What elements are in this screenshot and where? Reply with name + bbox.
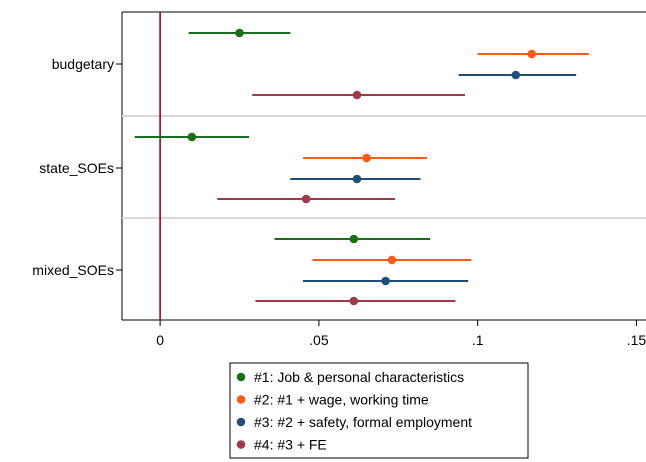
legend-box <box>229 362 529 459</box>
y-tick-label-budgetary: budgetary <box>52 56 114 72</box>
legend-label-4: #4: #3 + FE <box>254 437 327 453</box>
x-tick-label-2: .1 <box>472 332 484 348</box>
x-tick-label-1: .05 <box>309 332 329 348</box>
plot-area: budgetary state_SOEs mixed_SOEs 0 .05 .1 .15 <box>32 11 646 348</box>
estimate-point-s2-state_SOEs <box>362 153 371 163</box>
x-tick-label-0: 0 <box>156 332 164 348</box>
y-tick-label-mixed_SOEs: mixed_SOEs <box>32 262 114 278</box>
estimate-point-s4-state_SOEs <box>301 194 311 204</box>
estimate-point-s2-budgetary <box>527 49 536 59</box>
legend-marker-4 <box>236 440 246 449</box>
legend-marker-2 <box>236 395 246 404</box>
estimate-point-s3-mixed_SOEs <box>381 276 390 286</box>
estimate-point-s3-state_SOEs <box>352 174 362 184</box>
estimate-point-s3-budgetary <box>511 70 521 80</box>
x-tick-label-3: .15 <box>627 332 646 348</box>
legend-label-3: #3: #2 + safety, formal employment <box>254 414 472 430</box>
y-tick-label-state_SOEs: state_SOEs <box>39 160 114 176</box>
estimate-point-s1-state_SOEs <box>187 132 197 142</box>
estimate-point-s2-mixed_SOEs <box>387 255 397 265</box>
legend-label-1: #1: Job & personal characteristics <box>254 369 464 385</box>
legend-label-2: #2: #1 + wage, working time <box>254 392 429 408</box>
estimate-point-s1-mixed_SOEs <box>349 234 359 244</box>
legend-marker-1 <box>236 372 246 382</box>
legend-marker-3 <box>236 417 246 427</box>
legend: #1: Job & personal characteristics #2: #1… <box>229 362 529 459</box>
estimate-point-s4-mixed_SOEs <box>349 296 359 306</box>
estimate-point-s1-budgetary <box>235 28 244 38</box>
estimate-point-s4-budgetary <box>352 90 362 100</box>
